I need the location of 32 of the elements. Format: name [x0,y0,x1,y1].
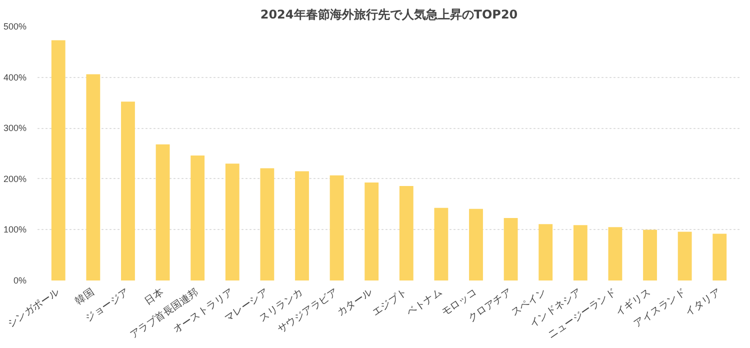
x-tick-label: イタリア [684,286,723,319]
x-tick-label: シンガポール [6,286,62,330]
bar [608,227,622,280]
bar [364,182,379,280]
bar [330,175,344,280]
x-tick-label: 日本 [142,286,166,308]
bar [121,102,135,280]
bar [504,218,518,280]
bar [643,230,657,280]
bar [538,224,553,280]
bar [225,164,240,280]
y-tick-label: 100% [3,224,27,235]
bar [260,168,274,280]
bar [469,208,483,280]
bar [190,156,205,280]
bar [434,208,448,280]
x-tick-label: カタール [335,286,375,319]
y-tick-label: 500% [3,22,27,32]
bar [51,40,66,280]
y-tick-label: 200% [3,174,27,184]
bar [712,234,727,280]
y-tick-label: 400% [3,72,27,82]
bar [86,74,100,280]
bar [678,232,692,280]
bar [295,171,309,280]
y-tick-label: 0% [13,276,27,286]
y-tick-label: 300% [3,123,27,134]
bar [156,144,170,280]
chart-title: 2024年春節海外旅行先で人気急上昇のTOP20 [260,8,518,22]
x-tick-label: 韓国 [73,286,96,308]
bar [573,225,588,280]
bar [399,186,414,280]
